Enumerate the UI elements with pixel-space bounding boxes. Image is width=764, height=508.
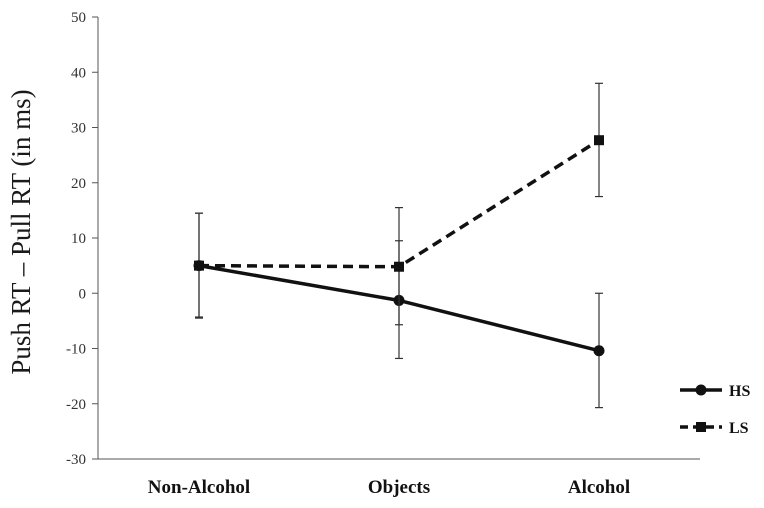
legend: HS LS (680, 383, 750, 437)
x-tick-label: Non-Alcohol (148, 477, 250, 498)
y-tick-label: -20 (66, 397, 86, 413)
y-tick-label: -30 (66, 452, 86, 468)
y-tick-label: 30 (71, 121, 86, 137)
legend-marker (696, 422, 706, 432)
y-axis-label: Push RT – Pull RT (in ms) (6, 89, 36, 374)
legend-label: HS (729, 383, 750, 400)
y-tick-label: 50 (71, 10, 86, 26)
y-tick-label: -10 (66, 342, 86, 358)
y-tick-label: 10 (71, 231, 86, 247)
legend-label: LS (729, 420, 749, 437)
legend-item-ls: LS (680, 420, 749, 437)
y-ticks: 50 40 30 20 10 0 -10 -20 -30 (66, 10, 98, 468)
y-tick-label: 20 (71, 176, 86, 192)
data-point (594, 135, 604, 146)
x-ticks: Non-Alcohol Objects Alcohol (148, 477, 630, 498)
data-point (194, 260, 204, 271)
series-layer (193, 82, 605, 409)
legend-marker (695, 384, 707, 396)
y-tick-label: 0 (79, 286, 87, 302)
data-point (394, 261, 404, 272)
series-ls (194, 82, 604, 326)
x-tick-label: Alcohol (568, 477, 630, 498)
x-tick-label: Objects (368, 477, 430, 498)
y-tick-label: 40 (71, 65, 86, 81)
legend-item-hs: HS (680, 383, 750, 400)
data-point (593, 345, 605, 357)
